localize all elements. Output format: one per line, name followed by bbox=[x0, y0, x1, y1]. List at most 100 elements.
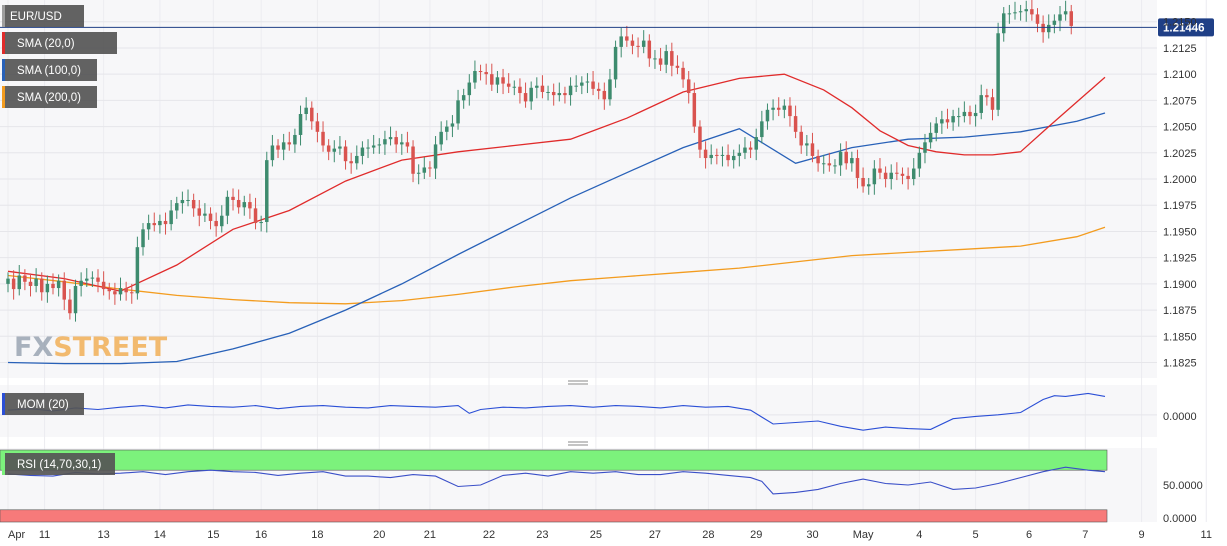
candle-body bbox=[816, 155, 820, 164]
candle-body bbox=[405, 142, 410, 147]
candle-body bbox=[34, 278, 38, 286]
candle-body bbox=[889, 172, 893, 180]
candle-body bbox=[945, 119, 950, 123]
panel-resize-handle-2[interactable] bbox=[568, 441, 588, 446]
candle-body bbox=[79, 280, 83, 286]
candle-body bbox=[366, 147, 370, 149]
candle-body bbox=[141, 229, 145, 248]
legend-sma20-label: SMA (20,0) bbox=[17, 38, 75, 50]
legend-sma20[interactable]: SMA (20,0) bbox=[2, 32, 117, 54]
price-tick-label: 1.1900 bbox=[1163, 279, 1197, 291]
candle-body bbox=[979, 95, 983, 113]
candle-body bbox=[1046, 24, 1051, 33]
candle-body bbox=[163, 220, 168, 225]
candle-body bbox=[197, 208, 202, 216]
candle-body bbox=[512, 86, 517, 88]
x-axis-label: 11 bbox=[39, 529, 50, 541]
current-price-label: 1.21446 bbox=[1163, 22, 1205, 34]
candle-body bbox=[62, 280, 67, 300]
candle-body bbox=[383, 139, 387, 145]
candle-body bbox=[771, 107, 775, 110]
current-price-tag bbox=[1158, 18, 1214, 37]
candle-body bbox=[1018, 11, 1023, 13]
x-axis-label: 23 bbox=[536, 529, 548, 541]
candle-body bbox=[270, 145, 275, 161]
candle-body bbox=[484, 72, 488, 75]
candle-body bbox=[191, 199, 196, 209]
rsi-tick-50: 50.0000 bbox=[1163, 480, 1203, 492]
legend-mom[interactable]: MOM (20) bbox=[2, 393, 84, 415]
candle-body bbox=[923, 142, 927, 153]
price-tick-label: 1.1925 bbox=[1163, 253, 1197, 265]
fxstreet-watermark: FXSTREET bbox=[14, 332, 168, 363]
legend-symbol-label: EUR/USD bbox=[10, 11, 62, 23]
candle-body bbox=[585, 81, 590, 83]
candle-body bbox=[304, 107, 308, 115]
candle-body bbox=[838, 151, 843, 166]
x-axis-label: 28 bbox=[702, 529, 714, 541]
candle-body bbox=[658, 58, 663, 65]
price-tick-label: 1.2050 bbox=[1163, 122, 1197, 134]
candle-body bbox=[175, 203, 179, 211]
candle-body bbox=[895, 172, 899, 174]
candle-body bbox=[439, 131, 443, 145]
candle-body bbox=[580, 82, 584, 86]
candle-body bbox=[68, 299, 72, 314]
candle-body bbox=[152, 223, 157, 226]
candle-body bbox=[343, 146, 348, 162]
legend-rsi[interactable]: RSI (14,70,30,1) bbox=[2, 453, 115, 475]
x-axis-label: 22 bbox=[483, 529, 495, 541]
legend-sma100-label: SMA (100,0) bbox=[17, 65, 81, 77]
candle-body bbox=[630, 40, 635, 46]
candle-body bbox=[96, 277, 100, 282]
candle-body bbox=[490, 74, 494, 85]
candle-body bbox=[107, 289, 112, 292]
candle-body bbox=[568, 85, 573, 96]
candle-body bbox=[551, 91, 556, 96]
candle-body bbox=[788, 105, 792, 117]
candle-body bbox=[793, 116, 798, 132]
x-axis-label: 7 bbox=[1082, 529, 1088, 541]
legend-sma100[interactable]: SMA (100,0) bbox=[2, 59, 97, 81]
candle-body bbox=[619, 36, 623, 47]
price-tick-label: 1.2075 bbox=[1163, 95, 1197, 107]
candle-body bbox=[1001, 13, 1006, 34]
candle-body bbox=[940, 119, 944, 124]
candle-body bbox=[641, 40, 646, 47]
candle-body bbox=[478, 71, 483, 73]
candle-body bbox=[518, 86, 522, 94]
candle-body bbox=[681, 67, 685, 80]
candle-body bbox=[28, 281, 33, 286]
candle-body bbox=[844, 151, 848, 164]
candle-body bbox=[1007, 13, 1012, 15]
candle-body bbox=[653, 58, 657, 60]
candle-body bbox=[664, 51, 668, 65]
time-axis-labels: Apr 11 13 14 15 16 18 20 21 22 23 25 27 28 29 30 May 4 5 6 7… bbox=[8, 529, 1212, 541]
candle-body bbox=[388, 137, 393, 140]
candle-body bbox=[962, 111, 967, 117]
x-axis-label: 30 bbox=[806, 529, 818, 541]
candle-body bbox=[220, 215, 224, 227]
candle-body bbox=[214, 220, 218, 227]
candle-body bbox=[810, 143, 815, 156]
rsi-series bbox=[7, 466, 1106, 495]
mom-panel bbox=[0, 385, 1157, 437]
candle-body bbox=[298, 114, 303, 135]
candle-body bbox=[248, 202, 252, 209]
candle-body bbox=[591, 81, 595, 89]
candle-body bbox=[231, 196, 235, 200]
candle-body bbox=[203, 213, 207, 216]
legend-sma200[interactable]: SMA (200,0) bbox=[2, 86, 97, 108]
candle-body bbox=[321, 131, 325, 146]
candle-body bbox=[968, 111, 972, 117]
candle-body bbox=[293, 134, 297, 145]
candle-body bbox=[130, 292, 134, 294]
panel-resize-handle-1[interactable] bbox=[568, 380, 588, 385]
candle-body bbox=[1063, 11, 1068, 15]
candle-body bbox=[332, 148, 337, 152]
price-tick-label: 1.2100 bbox=[1163, 69, 1197, 81]
candle-body bbox=[647, 40, 652, 59]
candle-body bbox=[355, 155, 359, 164]
legend-symbol[interactable]: EUR/USD bbox=[2, 5, 84, 27]
